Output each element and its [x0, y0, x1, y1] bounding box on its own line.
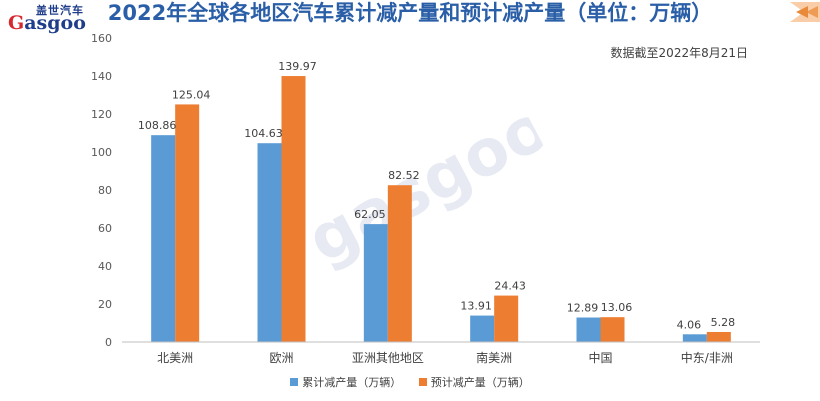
logo-chinese-text: 盖世汽车	[36, 4, 84, 17]
data-label-forecast: 82.52	[388, 169, 420, 182]
legend-swatch-blue	[290, 378, 299, 386]
y-tick-label: 160	[91, 32, 112, 45]
data-label-cumulative: 104.63	[244, 127, 283, 140]
y-tick-label: 40	[98, 260, 112, 273]
data-label-forecast: 125.04	[172, 88, 211, 101]
logo-english-text: Gasgoo	[8, 12, 86, 34]
bars	[151, 76, 731, 342]
data-label-forecast: 24.43	[494, 280, 526, 293]
x-tick-label: 南美洲	[476, 350, 512, 365]
x-tick-label: 北美洲	[157, 351, 193, 365]
legend: 累计减产量（万辆） 预计减产量（万辆）	[0, 374, 820, 390]
bar-forecast	[281, 76, 306, 342]
bar-cumulative	[576, 317, 601, 342]
bar-cumulative	[257, 143, 282, 342]
data-label-cumulative: 12.89	[567, 302, 599, 315]
gasgoo-logo: 盖世汽车 Gasgoo	[6, 2, 98, 38]
y-tick-label: 0	[105, 336, 112, 349]
bar-cumulative	[363, 224, 388, 342]
y-tick-label: 80	[98, 184, 112, 197]
x-tick-label: 亚洲其他地区	[352, 351, 424, 365]
data-cutoff-note: 数据截至2022年8月21日	[610, 46, 748, 60]
y-tick-label: 60	[98, 222, 112, 235]
y-tick-label: 100	[91, 146, 112, 159]
data-label-forecast: 5.28	[711, 316, 736, 329]
x-axis: 北美洲 欧洲 亚洲其他地区 南美洲 中国 中东/非洲	[122, 341, 760, 365]
corner-arrow-icon	[790, 2, 820, 22]
data-labels: 108.86 125.04 104.63 139.97 62.05 82.52 13.912…	[138, 60, 735, 331]
x-tick-label: 中东/非洲	[681, 350, 733, 365]
x-tick-label: 中国	[588, 350, 612, 365]
bar-forecast	[706, 331, 731, 342]
data-label-forecast: 139.97	[278, 60, 317, 73]
data-label-cumulative: 4.06	[677, 318, 702, 331]
bar-forecast	[175, 104, 200, 342]
x-tick-label: 欧洲	[269, 351, 293, 365]
y-tick-label: 120	[91, 108, 112, 121]
y-axis: 0 20 40 60 80 100 120 140 160	[91, 32, 112, 349]
data-label-cumulative: 13.91	[460, 300, 492, 313]
y-tick-label: 140	[91, 70, 112, 83]
legend-item-series2: 预计减产量（万辆）	[418, 374, 530, 390]
data-label-cumulative: 108.86	[138, 119, 177, 132]
legend-label-series2: 预计减产量（万辆）	[430, 376, 530, 389]
bar-cumulative	[682, 334, 707, 342]
data-label-forecast: 13.06	[601, 301, 633, 314]
bar-forecast	[387, 185, 412, 342]
legend-item-series1: 累计减产量（万辆）	[290, 374, 401, 390]
legend-label-series1: 累计减产量（万辆）	[302, 376, 402, 389]
y-tick-label: 20	[98, 298, 112, 311]
bar-cumulative	[470, 315, 495, 342]
legend-swatch-orange	[418, 378, 427, 386]
chart-title: 2022年全球各地区汽车累计减产量和预计减产量（单位：万辆）	[107, 1, 713, 25]
bar-forecast	[600, 317, 625, 342]
data-label-cumulative: 62.05	[354, 208, 386, 221]
bar-forecast	[494, 295, 519, 342]
bar-cumulative	[151, 135, 176, 342]
